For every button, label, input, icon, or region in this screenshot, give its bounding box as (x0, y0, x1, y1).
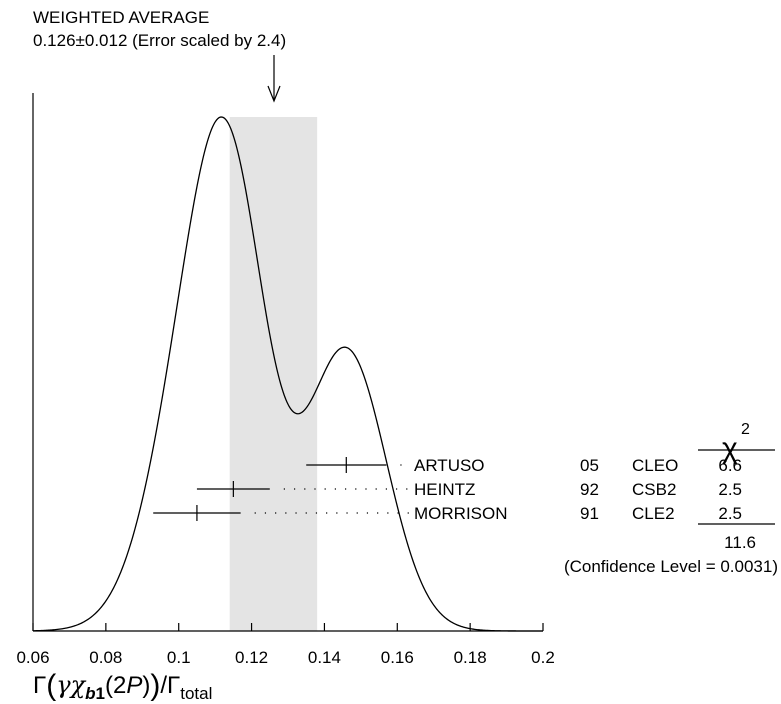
author-label: MORRISON (414, 504, 508, 523)
chi2-symbol: χ (722, 432, 738, 465)
confidence-level: (Confidence Level = 0.0031) (564, 557, 778, 576)
chi2-power: 2 (741, 421, 750, 438)
chi2-value: 2.5 (718, 504, 742, 523)
chi2-value: 2.5 (718, 480, 742, 499)
year-label: 05 (580, 456, 599, 475)
experiment-label: CLE2 (632, 504, 675, 523)
average-arrow-head (267, 85, 281, 103)
measurement-row: MORRISON 91 CLE2 2.5 (153, 504, 742, 523)
author-label: HEINTZ (414, 480, 475, 499)
measurement-row: ARTUSO 05 CLEO 6.6 (306, 456, 742, 475)
x-tick-label: 0.12 (235, 648, 268, 667)
chi2-value: 6.6 (718, 456, 742, 475)
x-tick-label: 0.14 (308, 648, 341, 667)
year-label: 91 (580, 504, 599, 523)
x-tick-label: 0.2 (531, 648, 555, 667)
x-tick-label: 0.08 (89, 648, 122, 667)
average-arrow (267, 55, 281, 103)
x-tick-label: 0.16 (381, 648, 414, 667)
year-label: 92 (580, 480, 599, 499)
chi2-header: χ 2 (722, 421, 750, 465)
chi2-total: 11.6 (724, 533, 756, 552)
experiment-label: CLEO (632, 456, 678, 475)
x-ticks: 0.06 0.08 0.1 0.12 0.14 0.16 0.18 0.2 (16, 623, 555, 667)
author-label: ARTUSO (414, 456, 485, 475)
chart-subtitle: 0.126±0.012 (Error scaled by 2.4) (33, 31, 286, 50)
x-tick-label: 0.18 (454, 648, 487, 667)
x-axis-label: Γ(γχb1(2P))/Γtotal (33, 669, 212, 703)
experiment-label: CSB2 (632, 480, 676, 499)
weighted-average-band (229, 117, 318, 631)
x-tick-label: 0.06 (16, 648, 49, 667)
chart-title: WEIGHTED AVERAGE (33, 8, 209, 27)
measurement-row: HEINTZ 92 CSB2 2.5 (196, 480, 742, 499)
measurements: ARTUSO 05 CLEO 6.6 HEINTZ 92 CSB2 2.5 MORRISON 91… (153, 456, 742, 523)
ideogram-curve (32, 116, 543, 632)
x-tick-label: 0.1 (167, 648, 191, 667)
